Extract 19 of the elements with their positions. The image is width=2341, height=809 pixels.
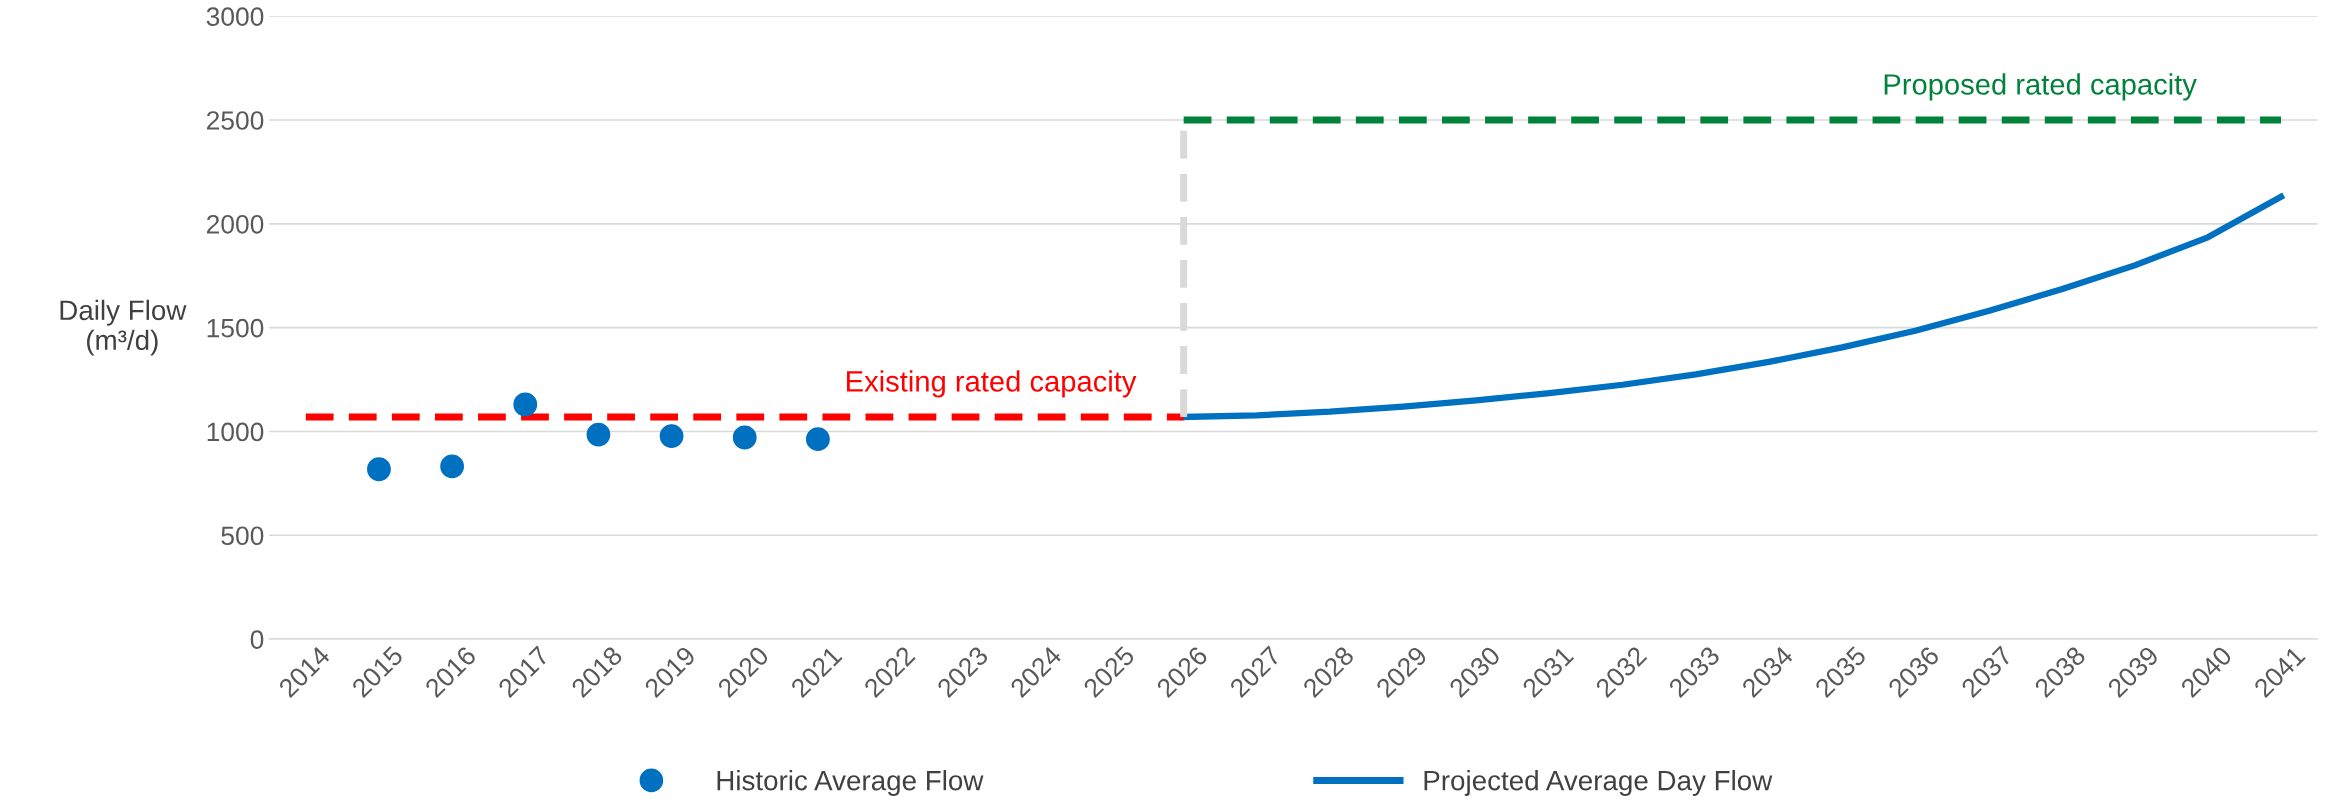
point: [367, 457, 391, 482]
y-tick-label: 2500: [206, 111, 264, 130]
y-tick-label: 3000: [206, 7, 264, 26]
y-tick-label: 500: [221, 526, 264, 546]
y-tick-label: 1500: [207, 318, 264, 338]
point: [586, 422, 611, 447]
point: [732, 425, 757, 450]
legend-label: Historic Average Flow: [717, 770, 984, 796]
y-tick-label: 1000: [207, 422, 264, 442]
legend-label: Projected Average Day Flow: [1424, 770, 1773, 796]
y-tick-label: 0: [250, 630, 264, 649]
y-tick-label: 2000: [206, 214, 264, 234]
point: [805, 427, 830, 452]
series-label: Proposed rated capacity: [1884, 73, 2197, 101]
point: [440, 454, 464, 479]
point: [659, 424, 684, 448]
y-axis-title: Daily Flow (m³/d): [60, 299, 187, 356]
series-label: Existing rated capacity: [847, 370, 1137, 398]
point: [513, 392, 538, 417]
